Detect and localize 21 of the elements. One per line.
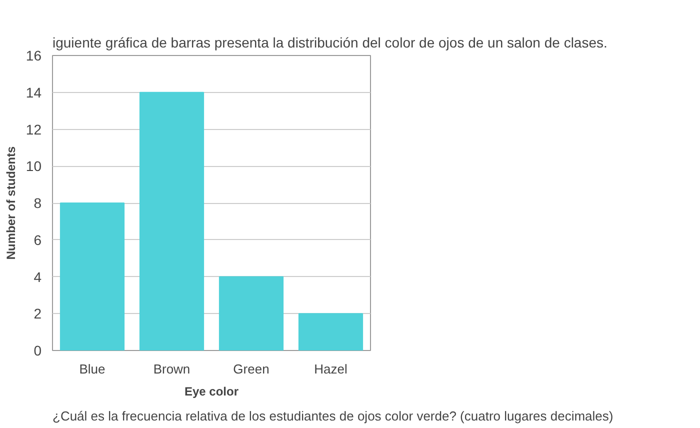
y-axis-title: Number of students: [4, 146, 18, 260]
y-tick-label: 0: [34, 342, 42, 358]
bar: [60, 202, 125, 350]
bar: [139, 92, 204, 350]
y-tick-label: 12: [26, 121, 42, 138]
text: ¿Cuál es la frecuencia relativa de los estudiantes de ojos color verde? (cuatro lugares decimales): [52, 408, 614, 424]
y-tick-label: 10: [26, 158, 42, 174]
y-tick-label: 2: [34, 306, 42, 322]
x-axis-title: Eye color: [184, 384, 239, 398]
y-tick-label: 16: [26, 48, 42, 64]
bar: [218, 276, 284, 350]
x-tick-label: Green: [233, 362, 270, 376]
y-tick-label: 4: [34, 268, 42, 285]
bar: [298, 313, 364, 350]
chart-title: iguiente gráfica de barras presenta la distribución del color de ojos de un salon de clases.: [52, 34, 608, 50]
x-tick-label: Hazel: [314, 362, 348, 376]
x-tick-label: Brown: [153, 362, 190, 376]
x-tick-label: Blue: [79, 362, 106, 376]
y-tick-label: 6: [34, 232, 42, 248]
y-tick-label: 8: [34, 195, 42, 211]
y-tick-label: 14: [26, 84, 42, 100]
